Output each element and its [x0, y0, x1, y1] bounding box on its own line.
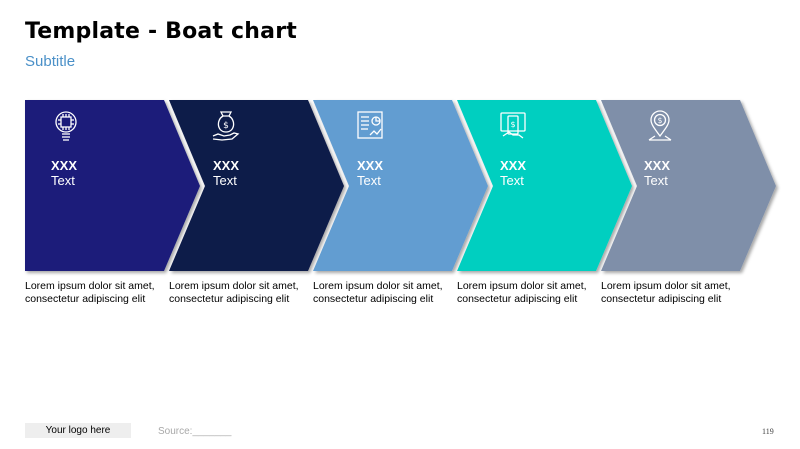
step-3-description: Lorem ipsum dolor sit amet, consectetur …	[313, 280, 443, 305]
logo-placeholder: Your logo here	[25, 423, 131, 438]
step-4-text: Text	[500, 173, 524, 188]
step-5: $ XXX Text	[601, 100, 781, 272]
source-note: Source:_______	[158, 426, 232, 437]
step-1-description: Lorem ipsum dolor sit amet, consectetur …	[25, 280, 155, 305]
page-title: Template - Boat chart	[25, 19, 297, 44]
step-2-text: Text	[213, 173, 237, 188]
step-4-heading: XXX	[500, 158, 527, 173]
step-2-description: Lorem ipsum dolor sit amet, consectetur …	[169, 280, 299, 305]
step-3-text: Text	[357, 173, 381, 188]
step-3: XXX Text	[313, 100, 493, 272]
step-4-description: Lorem ipsum dolor sit amet, consectetur …	[457, 280, 587, 305]
step-5-heading: XXX	[644, 158, 671, 173]
report-document-icon	[357, 111, 383, 139]
lightbulb-chip-icon	[55, 111, 77, 141]
step-4: $ XXX Text	[457, 100, 637, 272]
step-1: XXX Text	[25, 100, 205, 272]
svg-text:$: $	[658, 116, 663, 125]
step-2-heading: XXX	[213, 158, 240, 173]
step-2: $ XXX Text	[169, 100, 349, 272]
page-subtitle: Subtitle	[25, 53, 76, 70]
step-3-heading: XXX	[357, 158, 384, 173]
mobile-payment-icon: $	[500, 112, 526, 139]
step-1-text: Text	[51, 173, 75, 188]
money-bag-hand-icon: $	[212, 111, 240, 141]
svg-text:$: $	[510, 120, 515, 129]
step-5-description: Lorem ipsum dolor sit amet, consectetur …	[601, 280, 731, 305]
svg-text:$: $	[223, 121, 229, 131]
step-1-heading: XXX	[51, 158, 78, 173]
dollar-location-pin-icon: $	[648, 110, 672, 141]
step-5-text: Text	[644, 173, 668, 188]
page-number: 119	[762, 427, 774, 436]
